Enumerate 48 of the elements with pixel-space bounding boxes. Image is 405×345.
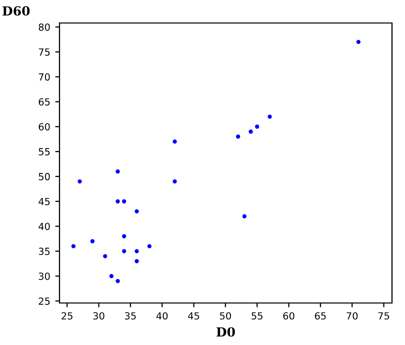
y-tick-label: 30 xyxy=(38,272,50,280)
x-tick-label: 65 xyxy=(314,312,326,320)
point xyxy=(255,124,260,129)
y-tick-label: 70 xyxy=(38,73,50,81)
y-tick-label: 45 xyxy=(38,198,50,206)
y-tick-label: 60 xyxy=(38,123,50,130)
y-axis-title: D60 xyxy=(2,6,30,16)
y-tick-label: 25 xyxy=(38,297,50,305)
x-tick-label: 30 xyxy=(93,312,104,320)
point xyxy=(71,244,76,248)
x-tick-label: 55 xyxy=(252,312,262,320)
point xyxy=(356,40,361,44)
point xyxy=(147,244,152,248)
point xyxy=(248,130,253,134)
x-tick-label: 50 xyxy=(220,312,231,320)
point xyxy=(134,209,139,214)
x-tick-label: 25 xyxy=(62,312,72,320)
point xyxy=(134,249,139,254)
point xyxy=(172,139,177,144)
point xyxy=(122,199,126,204)
point xyxy=(109,274,114,278)
x-tick-label: 75 xyxy=(378,312,390,320)
point xyxy=(116,199,120,204)
y-tick-label: 55 xyxy=(38,148,50,156)
x-tick-label: 40 xyxy=(156,312,168,320)
x-tick-label: 35 xyxy=(124,312,136,320)
y-tick-label: 80 xyxy=(38,23,50,31)
y-tick-label: 75 xyxy=(38,48,50,56)
point xyxy=(242,214,247,218)
x-tick-label: 70 xyxy=(346,312,358,320)
point xyxy=(122,234,126,238)
y-tick-label: 35 xyxy=(38,248,50,256)
y-tick-label: 50 xyxy=(38,172,50,180)
x-tick-label: 60 xyxy=(283,312,294,320)
x-axis-title: D0 xyxy=(216,327,235,337)
point xyxy=(103,254,108,258)
point xyxy=(236,134,240,139)
point xyxy=(268,114,272,119)
point xyxy=(90,239,95,244)
point xyxy=(134,259,139,264)
point xyxy=(116,278,120,284)
point xyxy=(172,179,177,184)
y-tick-label: 40 xyxy=(38,222,50,230)
point xyxy=(122,249,126,254)
x-tick-label: 45 xyxy=(188,312,200,320)
y-tick-label: 65 xyxy=(38,98,50,106)
point xyxy=(78,179,82,184)
point xyxy=(116,169,120,174)
